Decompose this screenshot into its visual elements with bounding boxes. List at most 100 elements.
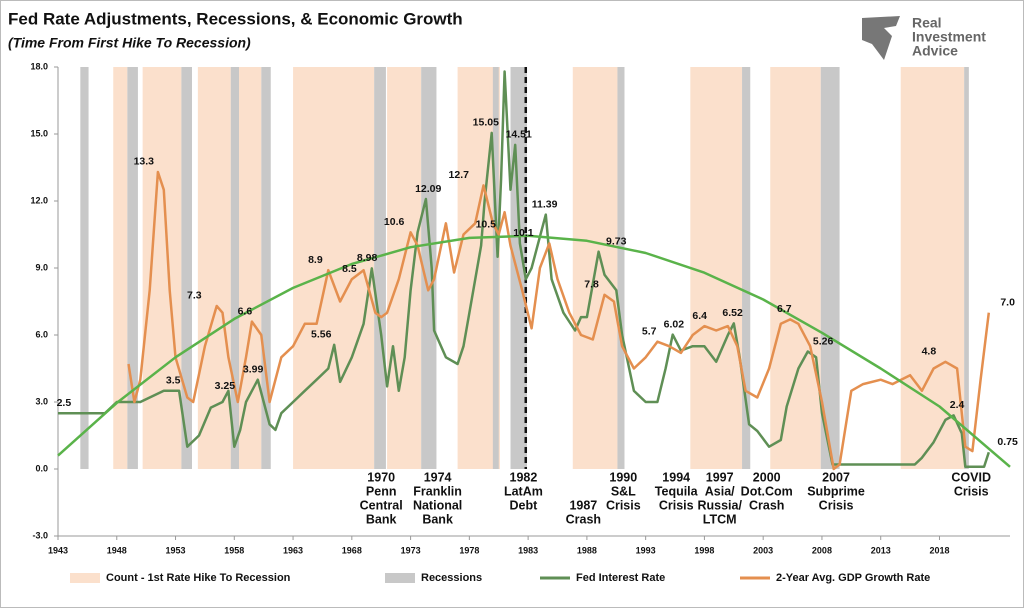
value-label: 10.6 — [384, 216, 405, 228]
x-tick-label: 1983 — [518, 545, 538, 555]
event-label: Bank — [422, 512, 453, 526]
event-label: 1974 — [424, 470, 452, 484]
recession-band — [127, 67, 138, 469]
hike-band — [690, 67, 743, 469]
value-label: 3.5 — [166, 375, 181, 387]
hike-band — [293, 67, 375, 469]
event-label: Crash — [749, 498, 784, 512]
x-tick-label: 2018 — [929, 545, 949, 555]
event-label: Tequila — [655, 484, 699, 498]
event-label: Subprime — [807, 484, 865, 498]
event-label: 2007 — [822, 470, 850, 484]
event-label: 1970 — [367, 470, 395, 484]
event-label: Franklin — [413, 484, 462, 498]
x-tick-label: 1988 — [577, 545, 597, 555]
event-label: 1990 — [609, 470, 637, 484]
recession-band — [261, 67, 271, 469]
value-label: 5.56 — [311, 329, 332, 341]
recession-band — [742, 67, 751, 469]
value-label: 12.7 — [449, 169, 470, 181]
event-label: Crisis — [659, 498, 694, 512]
y-tick-label: 0.0 — [35, 463, 48, 473]
value-label: 7.0 — [1000, 296, 1015, 308]
value-label: 6.4 — [692, 310, 707, 322]
chart-title: Fed Rate Adjustments, Recessions, & Econ… — [8, 9, 463, 28]
recession-band — [80, 67, 89, 469]
value-label: 3.99 — [243, 364, 264, 376]
value-label: 12.09 — [415, 183, 441, 195]
recession-band — [374, 67, 386, 469]
event-label: National — [413, 498, 462, 512]
x-tick-label: 1943 — [48, 545, 68, 555]
value-label: 6.7 — [777, 303, 792, 315]
event-label: Dot.Com — [741, 484, 793, 498]
hike-band — [235, 67, 262, 469]
event-label: 1987 — [569, 498, 597, 512]
value-label: 2.5 — [57, 397, 72, 409]
event-label: S&L — [611, 484, 636, 498]
x-tick-label: 1978 — [459, 545, 479, 555]
recession-band — [820, 67, 840, 469]
hike-band — [387, 67, 422, 469]
x-tick-label: 2003 — [753, 545, 773, 555]
legend-swatch — [385, 573, 415, 583]
y-tick-label: 15.0 — [30, 128, 48, 138]
hike-band — [113, 67, 128, 469]
value-label: 9.73 — [606, 235, 627, 247]
fed-rate-line — [58, 70, 990, 469]
recession-band — [964, 67, 969, 469]
event-label: Crisis — [606, 498, 641, 512]
event-label: Crisis — [819, 498, 854, 512]
event-label: LatAm — [504, 484, 543, 498]
x-tick-label: 1998 — [694, 545, 714, 555]
recession-band — [617, 67, 625, 469]
value-label: 4.8 — [922, 346, 937, 358]
event-label: Asia/ — [705, 484, 735, 498]
value-label: 8.9 — [308, 254, 323, 266]
value-label: 10.5 — [476, 218, 497, 230]
event-label: LTCM — [703, 512, 737, 526]
value-label: 7.8 — [584, 279, 599, 291]
recession-band — [510, 67, 527, 469]
event-label: 2000 — [753, 470, 781, 484]
event-label: Russia/ — [697, 498, 742, 512]
x-tick-label: 1993 — [636, 545, 656, 555]
event-label: 1994 — [662, 470, 690, 484]
trend-line — [57, 234, 1011, 468]
value-label: 6.52 — [722, 307, 743, 319]
value-label: 14.51 — [506, 129, 532, 141]
value-label: 10.1 — [513, 227, 534, 239]
legend-label: Recessions — [421, 572, 482, 584]
recession-band — [421, 67, 437, 469]
event-label: 1997 — [706, 470, 734, 484]
value-label: 5.26 — [813, 335, 834, 347]
x-tick-label: 1968 — [342, 545, 362, 555]
event-label: Crash — [566, 512, 601, 526]
value-label: 0.75 — [997, 436, 1018, 448]
hike-band — [197, 67, 231, 469]
x-tick-label: 1958 — [224, 545, 244, 555]
x-tick-label: 1963 — [283, 545, 303, 555]
value-label: 8.98 — [357, 252, 378, 264]
x-tick-label: 1953 — [166, 545, 186, 555]
event-label: COVID — [951, 470, 991, 484]
y-tick-label: 9.0 — [35, 262, 48, 272]
legend-swatch — [70, 573, 100, 583]
legend-label: Count - 1st Rate Hike To Recession — [106, 572, 291, 584]
logo-icon — [862, 16, 900, 60]
value-label: 7.3 — [187, 290, 202, 302]
x-tick-label: 1973 — [401, 545, 421, 555]
hike-band — [142, 67, 182, 469]
recession-band — [230, 67, 239, 469]
value-label: 8.5 — [342, 263, 357, 275]
value-label: 11.39 — [532, 198, 558, 210]
value-label: 2.4 — [950, 399, 965, 411]
brand: Advice — [912, 43, 958, 59]
logo: Real Investment Advice — [862, 15, 986, 60]
event-label: Penn — [366, 484, 397, 498]
recession-band — [492, 67, 499, 469]
brand: Investment — [912, 29, 986, 45]
value-label: 13.3 — [134, 156, 155, 168]
y-tick-label: 3.0 — [35, 396, 48, 406]
